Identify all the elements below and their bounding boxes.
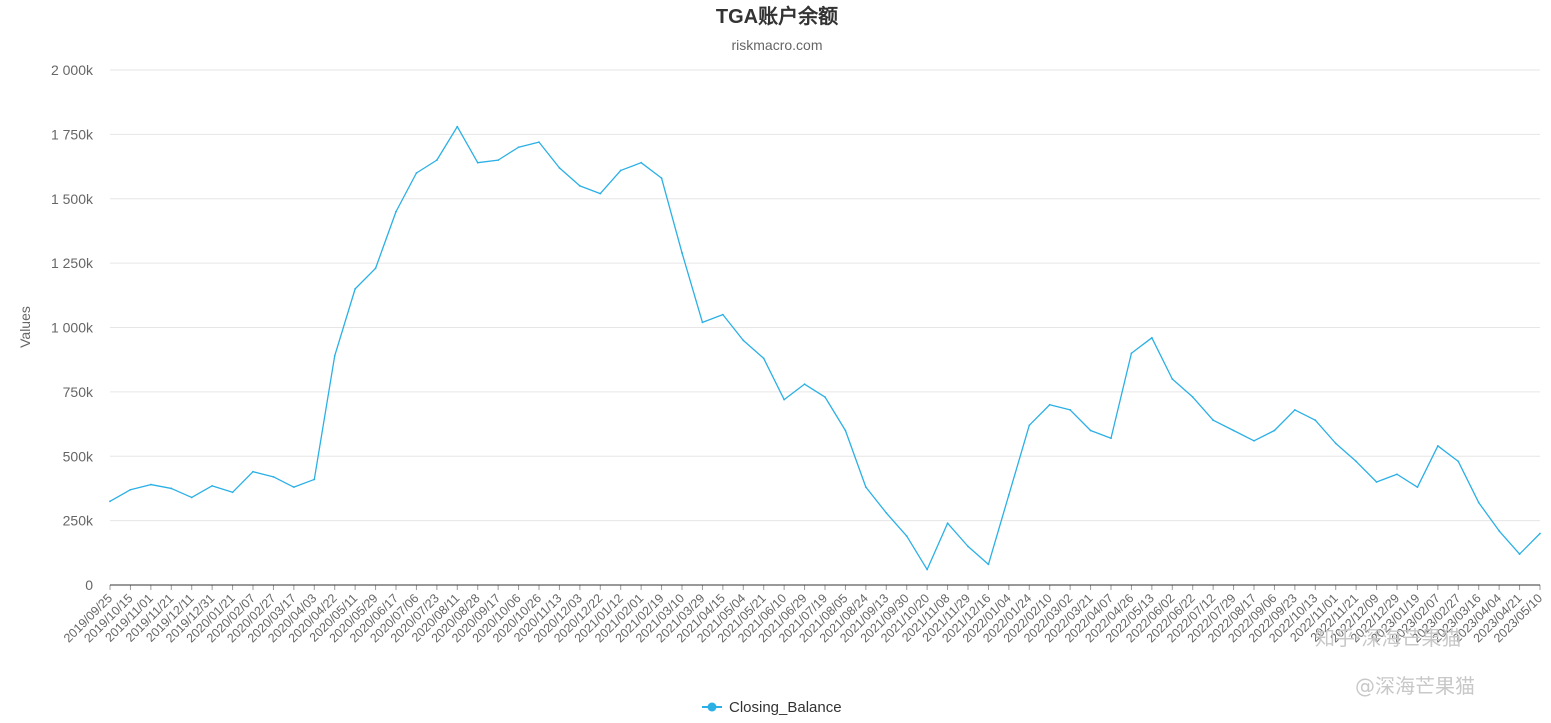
data-point	[1253, 439, 1255, 442]
data-point	[1089, 429, 1092, 432]
data-point	[456, 125, 459, 128]
data-point	[129, 488, 132, 491]
chart-subtitle: riskmacro.com	[731, 37, 822, 53]
watermark-brand: 知乎·深海芒果猫	[1315, 626, 1461, 650]
data-point	[1232, 429, 1235, 432]
data-point	[1396, 473, 1398, 476]
data-point	[1457, 460, 1460, 463]
data-point	[190, 496, 193, 499]
data-point	[844, 429, 847, 432]
data-point	[905, 535, 908, 537]
data-point	[415, 172, 418, 174]
y-tick-label: 0	[85, 577, 93, 593]
series-closing-balance	[109, 125, 1541, 571]
y-tick-label: 750k	[63, 384, 94, 400]
data-point	[742, 339, 745, 342]
legend[interactable]: Closing_Balance	[702, 699, 842, 716]
data-point	[1518, 553, 1521, 555]
series-layer	[109, 125, 1541, 571]
data-point	[1069, 409, 1072, 411]
gridlines	[110, 69, 1540, 522]
data-point	[783, 398, 786, 401]
data-point	[885, 512, 888, 514]
data-point	[1273, 429, 1276, 432]
data-point	[497, 159, 500, 162]
chart-title: TGA账户余额	[716, 4, 838, 28]
data-point	[701, 321, 704, 324]
legend-label: Closing_Balance	[729, 699, 842, 716]
data-point	[170, 487, 173, 490]
data-point	[1150, 336, 1153, 339]
data-point	[476, 161, 479, 164]
data-point	[1171, 378, 1174, 380]
data-point	[721, 313, 724, 316]
watermark-handle: @深海芒果猫	[1355, 674, 1475, 698]
y-tick-label: 1 500k	[51, 191, 94, 207]
data-point	[558, 166, 561, 169]
data-point	[599, 192, 602, 195]
data-point	[578, 184, 581, 187]
data-point	[272, 475, 275, 478]
data-point	[211, 484, 214, 487]
data-point	[619, 169, 622, 172]
series-line	[109, 126, 1541, 571]
x-axis-ticks: 2019/09/252019/10/152019/11/012019/11/21…	[61, 585, 1545, 645]
data-point	[1334, 442, 1337, 445]
data-point	[967, 545, 969, 548]
data-point	[374, 267, 377, 270]
y-tick-label: 500k	[63, 448, 94, 464]
data-point	[252, 470, 254, 473]
data-point	[1539, 532, 1541, 535]
data-point	[1028, 424, 1031, 427]
data-point	[395, 210, 397, 213]
y-tick-label: 1 250k	[51, 255, 94, 271]
data-point	[538, 141, 540, 144]
data-point	[231, 491, 234, 494]
data-point	[1212, 419, 1215, 422]
data-point	[1498, 530, 1501, 532]
data-point	[946, 522, 949, 525]
data-point	[660, 177, 663, 180]
data-point	[1130, 352, 1133, 355]
data-point	[1314, 419, 1317, 422]
y-tick-label: 1 750k	[51, 126, 94, 142]
data-point	[1293, 409, 1296, 411]
y-tick-label: 1 000k	[51, 320, 94, 336]
data-point	[1436, 445, 1439, 447]
data-point	[292, 486, 295, 489]
data-point	[109, 500, 111, 503]
data-point	[1110, 437, 1112, 440]
data-point	[640, 161, 643, 164]
data-point	[313, 478, 316, 481]
data-point	[1191, 396, 1194, 398]
data-point	[149, 483, 152, 486]
data-point	[803, 383, 806, 386]
data-point	[1416, 486, 1419, 489]
y-axis-title: Values	[17, 306, 33, 348]
data-point	[762, 357, 765, 360]
data-point	[926, 568, 929, 571]
data-point	[435, 159, 438, 162]
data-point	[517, 146, 520, 149]
y-tick-label: 250k	[63, 513, 94, 529]
data-point	[864, 486, 867, 489]
legend-marker	[707, 702, 717, 712]
data-point	[1375, 481, 1378, 483]
data-point	[1355, 460, 1358, 463]
data-point	[824, 396, 826, 398]
data-point	[681, 251, 683, 254]
y-tick-label: 2 000k	[51, 62, 94, 78]
data-point	[333, 354, 336, 357]
data-point	[354, 287, 357, 290]
data-point	[987, 563, 990, 566]
data-point	[1007, 493, 1010, 496]
y-axis-ticks: 0 250k 500k 750k 1 000k 1 250k 1 500k 1 750k 2 0…	[51, 62, 94, 593]
data-point	[1477, 501, 1480, 504]
data-point	[1048, 403, 1051, 406]
